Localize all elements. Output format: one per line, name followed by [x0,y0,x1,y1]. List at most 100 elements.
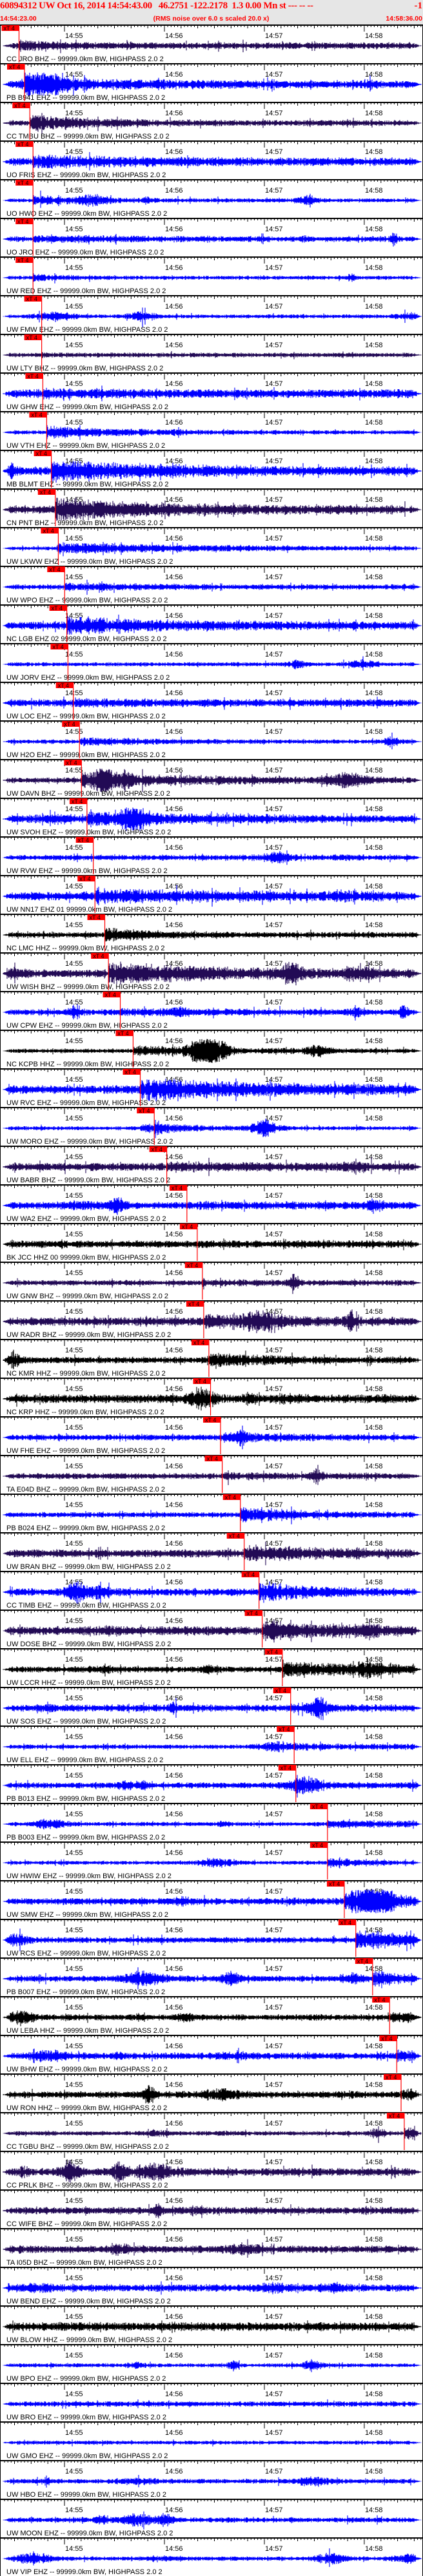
tick-label: 14:57 [265,1347,283,1354]
tick-label: 14:56 [165,1308,183,1316]
tick-label: 14:55 [65,2004,83,2012]
tick-label: 14:57 [265,2506,283,2514]
tick-label: 14:57 [265,1037,283,1045]
waveform [3,2548,422,2567]
tick-label: 14:57 [265,1463,283,1470]
tick-label: 14:57 [265,1076,283,1084]
pick-label: xT 4 [381,2035,392,2042]
pick-box [273,1687,291,1693]
tick-label: 14:57 [265,380,283,388]
station-label: UW GHW EHZ -- 99999.0km BW, HIGHPASS 2.0… [6,403,168,411]
pick-box [77,876,95,881]
axis-ticks [4,2228,422,2235]
pick-box [191,1340,209,1345]
record-section: 14:55 14:56 14:57 14:58 CC JRO BHZ -- 99999.… [0,24,423,2576]
trace-panel: 14:55 14:56 14:57 14:58 UW JORV EHZ -- 99999… [0,643,423,682]
trace-panel: 14:55 14:56 14:57 14:58 UW VIP EHZ -- 99999.… [0,2537,423,2576]
pick-box [226,1533,244,1539]
pick-box [149,1146,167,1152]
tick-label: 14:55 [65,496,83,504]
station-label: UO FRIS EHZ -- 99999.0km BW, HIGHPASS 2.… [6,171,166,179]
trace-panel: 14:55 14:56 14:57 14:58 UW LKWW EHZ -- 99999… [0,527,423,566]
tick-label: 14:58 [365,960,383,968]
pick-box [7,64,25,70]
tick-label: 14:58 [365,2313,383,2321]
axis-ticks [4,2499,422,2506]
trace-panel: 14:55 14:56 14:57 14:58 CC JRO BHZ -- 99999.… [0,24,423,63]
tick-label: 14:55 [65,148,83,156]
tick-label: 14:55 [65,380,83,388]
trace-panel: 14:55 14:56 14:57 14:58 UW WA2 EHZ -- 99999.… [0,1184,423,1223]
axis-ticks [4,2537,422,2544]
pick-box [386,2113,404,2119]
trace-panel: 14:55 14:56 14:57 14:58 CC TIMB EHZ -- 99999… [0,1571,423,1610]
waveform [3,1928,422,1952]
trace-panel: 14:55 14:56 14:57 14:58 PB B003 EHZ -- 99999… [0,1803,423,1841]
station-label: CC JRO BHZ -- 99999.0km BW, HIGHPASS 2.0… [6,55,164,63]
axis-ticks [4,140,422,148]
waveform [3,542,422,557]
waveform [3,1387,422,1411]
tick-label: 14:55 [65,110,83,117]
waveform [3,1741,422,1753]
tick-label: 14:58 [365,264,383,272]
pick-box [15,257,34,263]
tick-label: 14:55 [65,535,83,543]
tick-label: 14:58 [365,1347,383,1354]
axis-ticks [4,334,422,341]
pick-box [12,102,30,108]
pick-label: xT 4 [312,1842,323,1849]
pick-marker: xT 4 [169,1185,188,1222]
station-label: UW VIP EHZ -- 99999.0km BW, HIGHPASS 2.0… [6,2568,162,2576]
waveform [3,1425,422,1450]
trace-panel: 14:55 14:56 14:57 14:58 UW BRAN BHZ -- 99999… [0,1532,423,1571]
tick-label: 14:55 [65,1965,83,1973]
waveform [3,72,422,97]
pick-label: xT 4 [58,682,69,689]
station-label: UW LEBA HHZ -- 99999.0km BW, HIGHPASS 2.… [6,2027,169,2035]
tick-label: 14:58 [365,2352,383,2360]
station-label: UW BRAN BHZ -- 99999.0km BW, HIGHPASS 2.… [6,1563,171,1571]
tick-label: 14:56 [165,1695,183,1702]
trace-panel: 14:55 14:56 14:57 14:58 UW SOS EHZ -- 99999.… [0,1687,423,1725]
pick-label: xT 4 [17,180,28,186]
station-label: UW RED EHZ -- 99999.0km BW, HIGHPASS 2.0… [6,287,166,295]
tick-label: 14:57 [265,2197,283,2205]
tick-label: 14:58 [365,1424,383,1432]
pick-label: xT 4 [195,1378,206,1385]
station-label: UW HWIW EHZ -- 99999.0km BW, HIGHPASS 2.… [6,1872,172,1880]
tick-label: 14:58 [365,535,383,543]
station-label: UW SMW EHZ -- 99999.0km BW, HIGHPASS 2.0… [6,1911,168,1919]
tick-label: 14:57 [265,1811,283,1818]
pick-marker: xT 4 [24,334,43,372]
trace-panel: 14:55 14:56 14:57 14:58 PB B024 EHZ -- 99999… [0,1494,423,1532]
waveform [3,2048,422,2064]
tick-label: 14:57 [265,1192,283,1200]
station-label: UW DAVN BHZ -- 99999.0km BW, HIGHPASS 2.… [6,790,170,798]
tick-label: 14:57 [265,2081,283,2089]
axis-ticks [4,1610,422,1617]
pick-label: xT 4 [27,373,38,380]
tick-label: 14:55 [65,1076,83,1084]
pick-box [186,1301,204,1307]
pick-label: xT 4 [386,2074,397,2081]
pick-label: xT 4 [188,1301,199,1307]
pick-marker: xT 4 [278,1765,297,1802]
tick-label: 14:58 [365,303,383,311]
tick-label: 14:55 [65,341,83,349]
trace-panel: 14:55 14:56 14:57 14:58 UW HWIW EHZ -- 99999… [0,1841,423,1880]
end-time: 14:58:36.00 [386,15,422,23]
station-label: UW LCCR HHZ -- 99999.0km BW, HIGHPASS 2.… [6,1679,171,1687]
tick-label: 14:57 [265,805,283,813]
tick-label: 14:57 [265,457,283,465]
pick-marker: xT 4 [310,1803,328,1841]
tick-label: 14:55 [65,2390,83,2398]
pick-box [15,180,34,186]
pick-box [193,1378,211,1384]
pick-box [24,296,42,302]
tick-label: 14:56 [165,1617,183,1625]
pick-marker: xT 4 [24,296,43,333]
axis-ticks [4,759,422,766]
pick-box [310,1842,328,1848]
pick-marker: xT 4 [69,798,88,836]
